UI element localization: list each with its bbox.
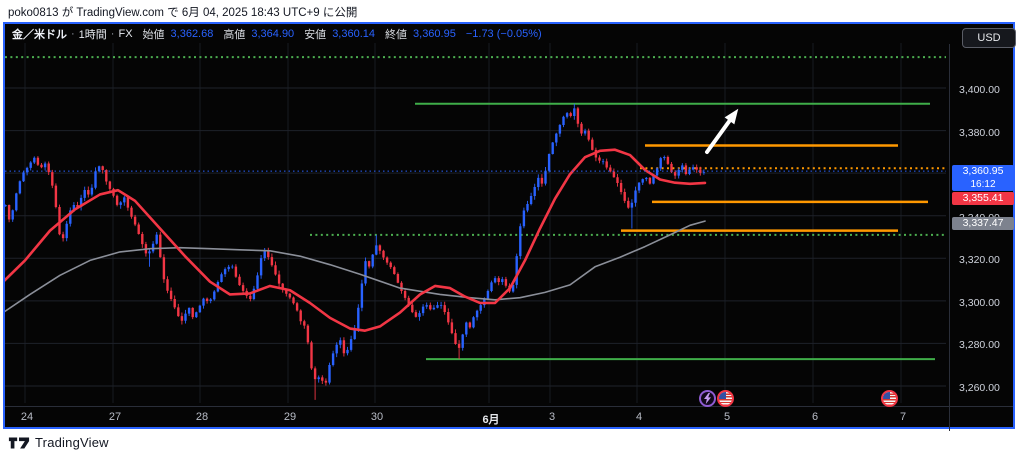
- time-axis-label-24: 24: [20, 411, 34, 423]
- time-axis-label-3: 3: [548, 411, 556, 423]
- time-axis-label-4: 4: [635, 411, 643, 423]
- exchange: FX: [118, 28, 133, 40]
- time-axis[interactable]: 24 27 28 29 30 6月 3 4 5 6 7: [5, 406, 1013, 431]
- us-economic-event-icon[interactable]: [716, 390, 734, 407]
- high-value: 3,364.90: [251, 28, 295, 40]
- price-axis-label: 3,380.00: [959, 126, 1000, 139]
- currency-toggle-button[interactable]: USD: [962, 28, 1016, 48]
- price-axis-label: 3,280.00: [959, 339, 1000, 352]
- bar-countdown: 16:12: [970, 179, 996, 191]
- chart-card: 金／米ドル · 1時間 · FX 始値 3,362.68 高値 3,364.90 安値 3…: [3, 22, 1016, 431]
- open-label: 始値: [142, 29, 165, 41]
- symbol-name: 金／米ドル: [12, 29, 67, 41]
- tradingview-footer[interactable]: TradingView: [8, 435, 109, 450]
- change-value: −1.73 (−0.05%): [465, 28, 542, 40]
- time-axis-label-28: 28: [195, 411, 209, 423]
- last-price-badge: 3,360.95 16:12: [952, 165, 1014, 192]
- time-axis-label-6月: 6月: [482, 414, 500, 426]
- time-axis-label-27: 27: [108, 411, 122, 423]
- time-axis-label-30: 30: [370, 411, 384, 423]
- high-label: 高値: [223, 29, 246, 41]
- last-price-value: 3,360.95: [962, 165, 1004, 178]
- time-axis-label-6: 6: [811, 411, 819, 423]
- price-axis-label: 3,320.00: [959, 254, 1000, 267]
- low-value: 3,360.14: [332, 28, 376, 40]
- ma-slow-value-badge: 3,337.47: [952, 217, 1014, 231]
- symbol-header[interactable]: 金／米ドル · 1時間 · FX 始値 3,362.68 高値 3,364.90 安値 3…: [12, 28, 542, 41]
- attribution-line[interactable]: poko0813 が TradingView.com で 6月 04, 2025…: [8, 7, 358, 19]
- footer-brand-text: TradingView: [35, 435, 109, 450]
- economic-event-flash-icon[interactable]: [698, 390, 716, 407]
- tradingview-logo-icon: [8, 437, 30, 448]
- interval: 1時間: [78, 29, 107, 41]
- price-axis-label: 3,400.00: [959, 84, 1000, 96]
- time-axis-label-7: 7: [899, 411, 907, 423]
- ma-fast-value-badge: 3,355.41: [952, 192, 1014, 206]
- lightning-icon: [703, 393, 711, 404]
- time-axis-label-5: 5: [723, 411, 731, 423]
- axis-separator: [949, 44, 950, 431]
- price-axis-label: 3,260.00: [959, 382, 1000, 394]
- us-economic-event-icon-2[interactable]: [880, 390, 898, 407]
- close-label: 終値: [385, 29, 408, 41]
- open-value: 3,362.68: [170, 28, 214, 40]
- price-axis[interactable]: 3,360.95 16:12 3,355.41 3,337.47 3,400.0…: [949, 44, 1015, 406]
- low-label: 安値: [304, 29, 327, 41]
- time-axis-label-29: 29: [283, 411, 297, 423]
- price-axis-label: 3,300.00: [959, 296, 1000, 309]
- close-value: 3,360.95: [413, 28, 456, 40]
